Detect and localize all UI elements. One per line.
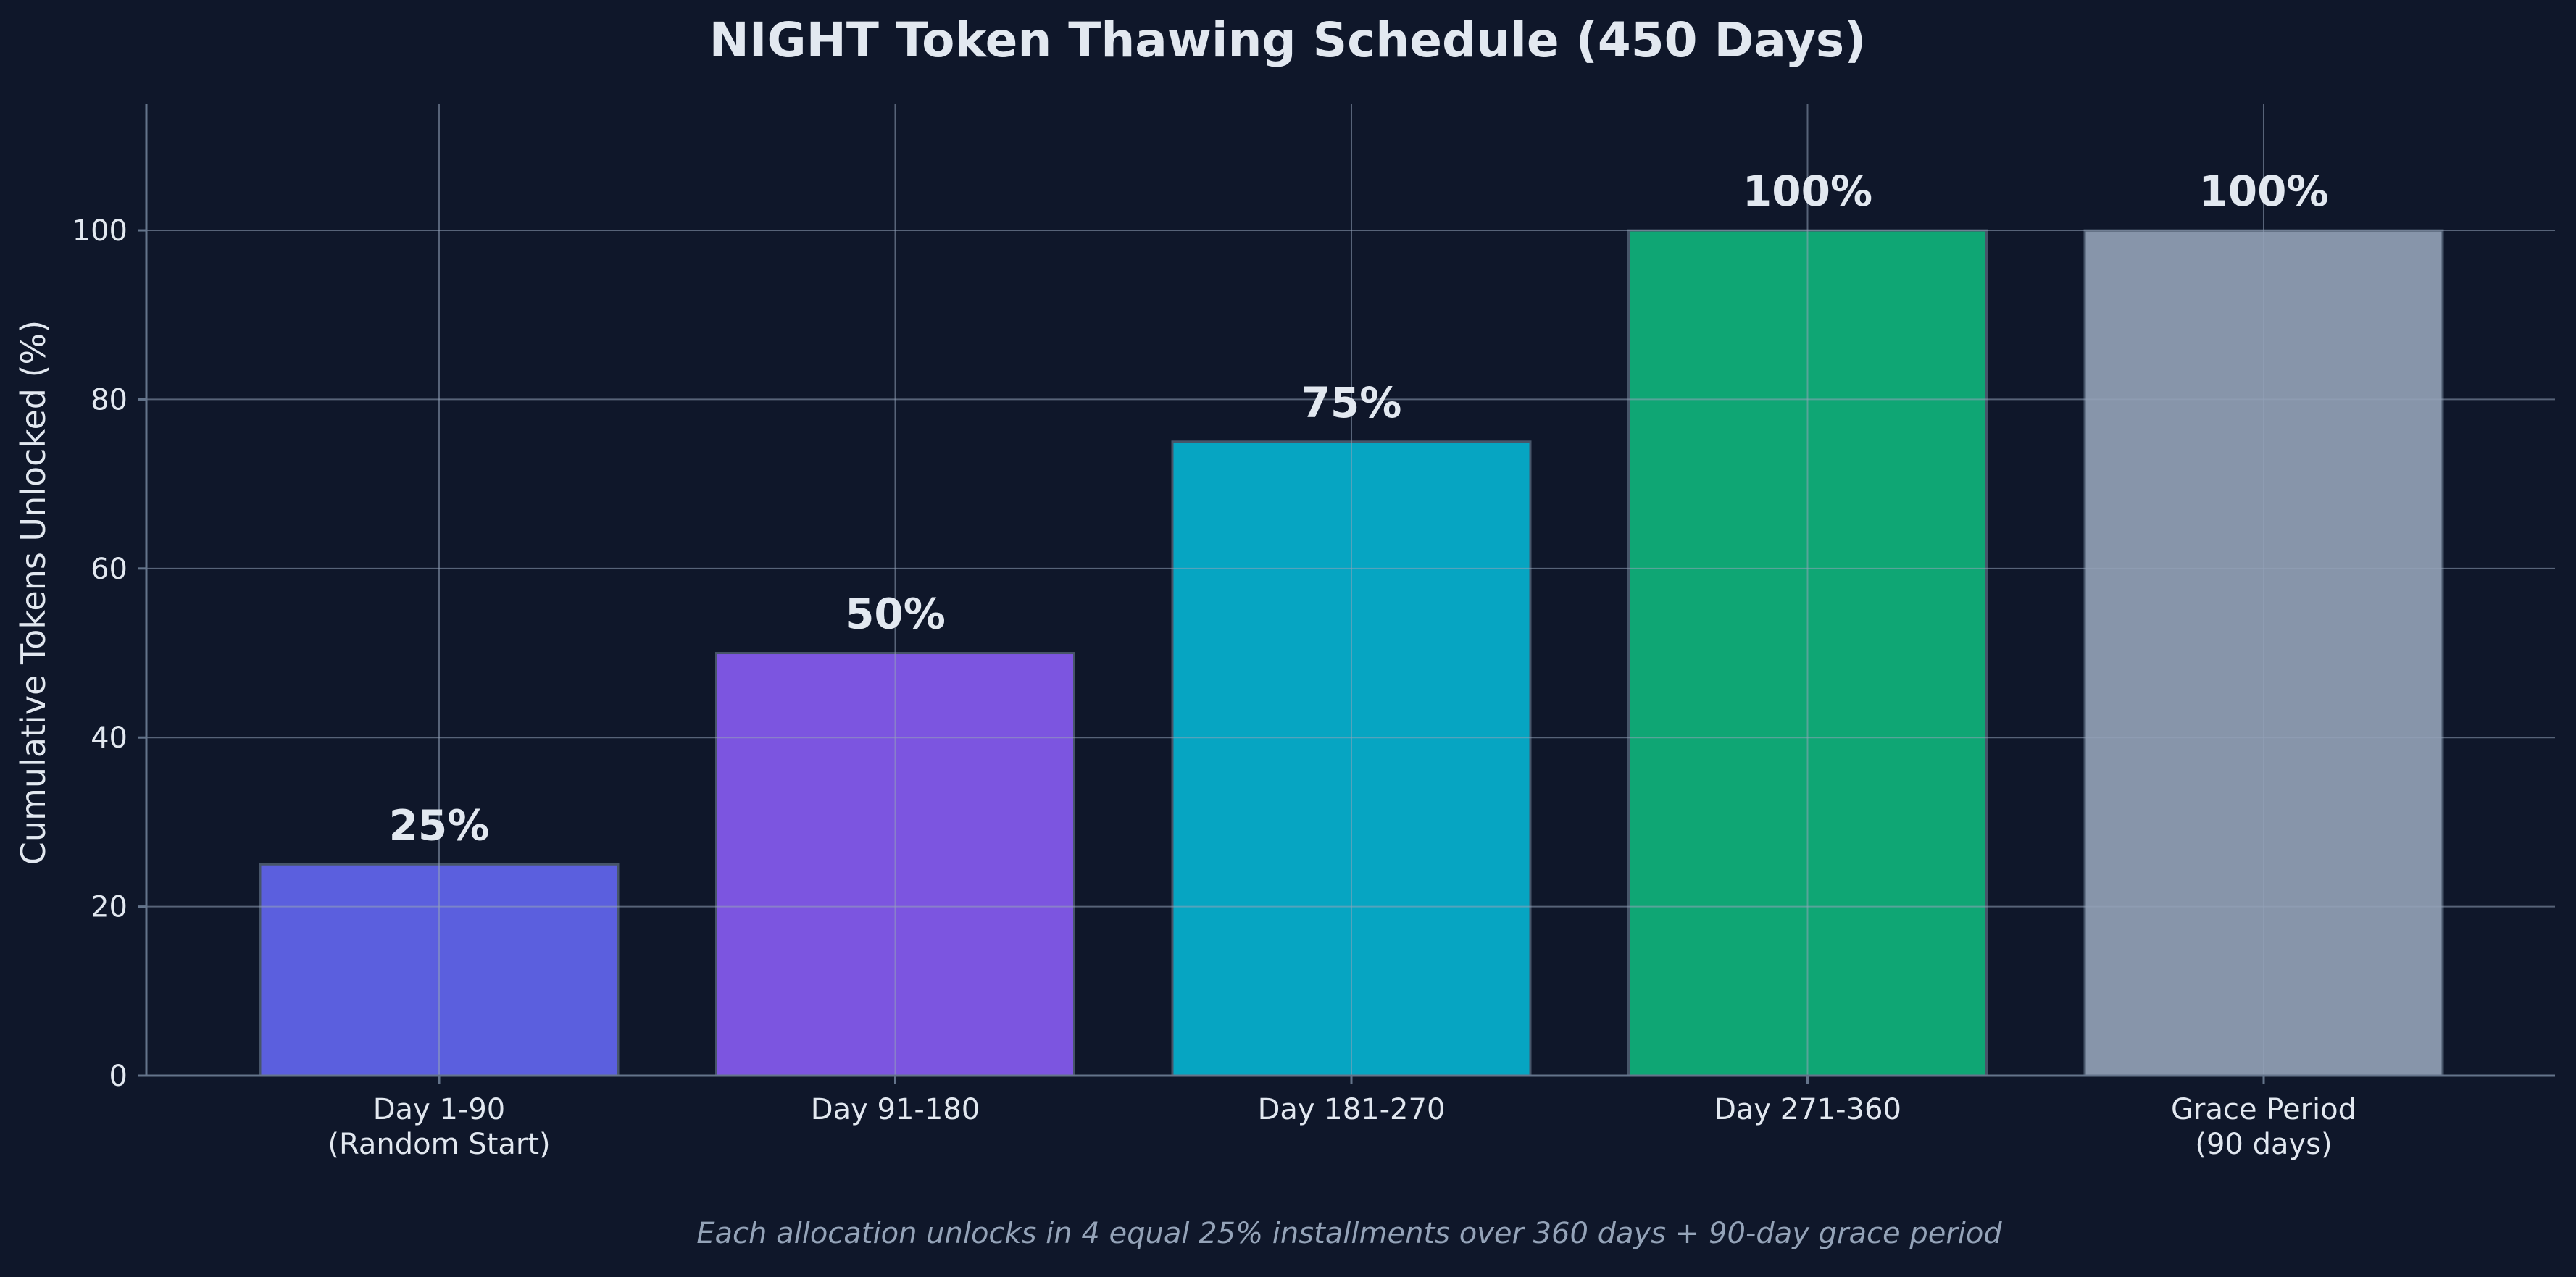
y-tick-label: 40 [91, 721, 128, 755]
bar-value-label: 100% [2198, 167, 2328, 216]
y-tick-label: 60 [91, 553, 128, 586]
y-tick-label: 20 [91, 891, 128, 924]
bar-value-label: 75% [1301, 378, 1402, 427]
bar-value-label: 50% [845, 590, 946, 639]
footnote: Each allocation unlocks in 4 equal 25% i… [696, 1217, 2002, 1250]
chart-title: NIGHT Token Thawing Schedule (450 Days) [709, 12, 1867, 68]
y-axis-label: Cumulative Tokens Unlocked (%) [14, 320, 53, 865]
x-tick-label: Day 181-270 [1258, 1093, 1446, 1126]
bar-value-label: 25% [389, 800, 490, 850]
labels: 25% 50% 75% 100% 100% [389, 167, 2329, 850]
x-tick-label: Grace Period (90 days) [2171, 1093, 2356, 1161]
x-tick-label: Day 271-360 [1714, 1093, 1901, 1126]
y-tick-label: 80 [91, 383, 128, 416]
x-tick-label: Day 91-180 [811, 1093, 980, 1126]
bar-value-label: 100% [1743, 167, 1872, 216]
grid-overlay [146, 104, 2555, 1076]
axes: 0 20 40 60 80 100 Day 1-90 (Random Start) Day 91… [72, 104, 2555, 1161]
y-tick-label: 100 [72, 214, 128, 248]
x-tick-label: Day 1-90 (Random Start) [328, 1093, 550, 1161]
y-tick-label: 0 [109, 1060, 128, 1093]
